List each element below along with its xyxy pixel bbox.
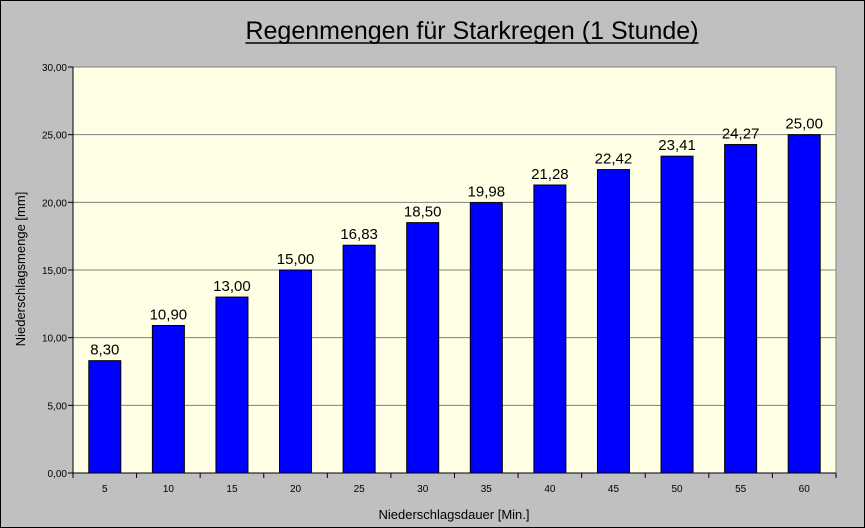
x-tick-label: 30 (417, 484, 429, 495)
y-tick-label: 15,00 (42, 266, 67, 277)
x-tick-label: 35 (481, 484, 493, 495)
bar (406, 222, 440, 474)
bar (660, 155, 694, 474)
x-tick-label: 20 (290, 484, 302, 495)
y-tick-label: 10,00 (42, 334, 67, 345)
y-axis-ticks: 0,00 5,00 10,00 15,00 20,00 25,00 30,00 (42, 63, 73, 480)
bar (596, 169, 630, 474)
y-tick-label: 5,00 (48, 401, 68, 412)
x-tick-label: 5 (102, 484, 108, 495)
x-tick-label: 55 (735, 484, 747, 495)
chart-title: Regenmengen für Starkregen (1 Stunde) (245, 17, 698, 45)
bar-value-label: 21,28 (531, 166, 569, 183)
gridlines (73, 134, 836, 406)
bar-value-label: 10,90 (150, 306, 188, 323)
y-tick-label: 0,00 (48, 469, 68, 480)
bar-value-label: 16,83 (340, 226, 378, 243)
bar-value-label: 8,30 (90, 342, 119, 359)
y-tick-label: 20,00 (42, 198, 67, 209)
y-axis-label: Niederschlagsmenge [mm] (13, 192, 28, 347)
x-tick-label: 50 (671, 484, 683, 495)
bar-value-label: 15,00 (277, 251, 315, 268)
x-tick-label: 10 (163, 484, 175, 495)
x-tick-label: 45 (608, 484, 620, 495)
bar-value-label: 22,42 (595, 151, 633, 168)
bar (787, 134, 821, 474)
bar (342, 244, 376, 474)
bar-value-label: 18,50 (404, 204, 442, 221)
x-tick-label: 15 (226, 484, 238, 495)
bar-value-label: 24,27 (722, 126, 760, 143)
bar (88, 360, 122, 474)
bar (724, 144, 758, 474)
x-tick-label: 60 (799, 484, 811, 495)
bar-value-label: 13,00 (213, 278, 251, 295)
bar (279, 269, 313, 474)
bars: 8,30 10,90 13,00 15,00 16,83 18,50 19,98 21,28 2… (88, 116, 823, 474)
bar-value-label: 23,41 (658, 137, 696, 154)
bar-value-label: 19,98 (468, 184, 506, 201)
bar (469, 202, 503, 474)
y-tick-label: 25,00 (42, 131, 67, 142)
bar (215, 296, 249, 474)
x-tick-label: 25 (354, 484, 366, 495)
x-axis-ticks: 5 10 15 20 25 30 35 40 45 50 55 60 (72, 473, 837, 495)
bar-value-label: 25,00 (785, 116, 823, 133)
x-tick-label: 40 (544, 484, 556, 495)
bar (533, 184, 567, 474)
y-tick-label: 30,00 (42, 63, 67, 74)
bar (151, 324, 185, 474)
x-axis-label: Niederschlagsdauer [Min.] (378, 507, 529, 522)
